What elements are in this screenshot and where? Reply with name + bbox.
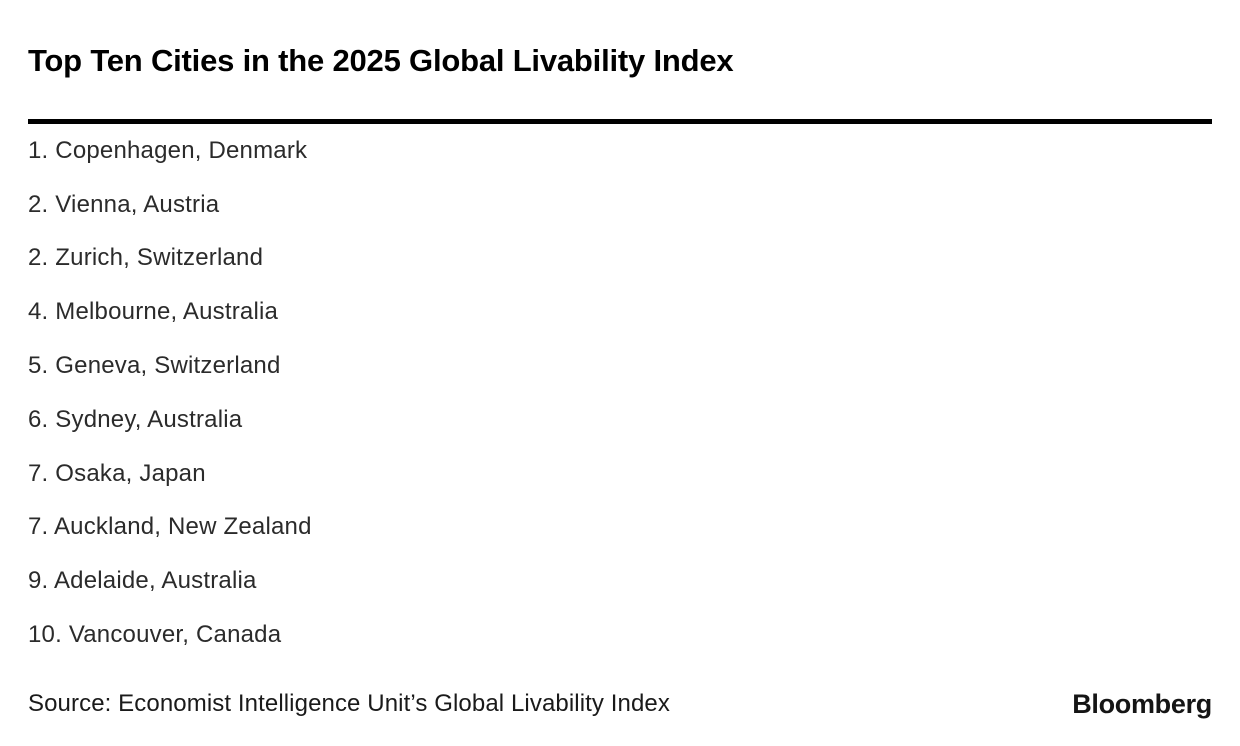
list-item-rank-2b: 2. Zurich, Switzerland [28,244,264,272]
list-item-rank-9: 9. Adelaide, Australia [28,567,257,595]
footer: Source: Economist Intelligence Unit’s Gl… [28,689,1212,720]
list-item-rank-2: 2. Vienna, Austria [28,190,220,218]
title-divider [28,119,1212,124]
source-note: Source: Economist Intelligence Unit’s Gl… [28,690,670,718]
list-item-rank-7: 7. Osaka, Japan [28,459,206,487]
list-item-rank-6: 6. Sydney, Australia [28,405,243,433]
list-item-rank-4: 4. Melbourne, Australia [28,298,279,326]
list-item-rank-1: 1. Copenhagen, Denmark [28,136,308,164]
list-item-rank-5: 5. Geneva, Switzerland [28,352,281,380]
ranking-list: 1. Copenhagen, Denmark 2. Vienna, Austri… [28,124,1212,662]
page-title: Top Ten Cities in the 2025 Global Livabi… [28,43,734,78]
bloomberg-logo: Bloomberg [1072,688,1212,719]
list-item-rank-7b: 7. Auckland, New Zealand [28,513,312,541]
list-item-rank-10: 10. Vancouver, Canada [28,621,282,649]
